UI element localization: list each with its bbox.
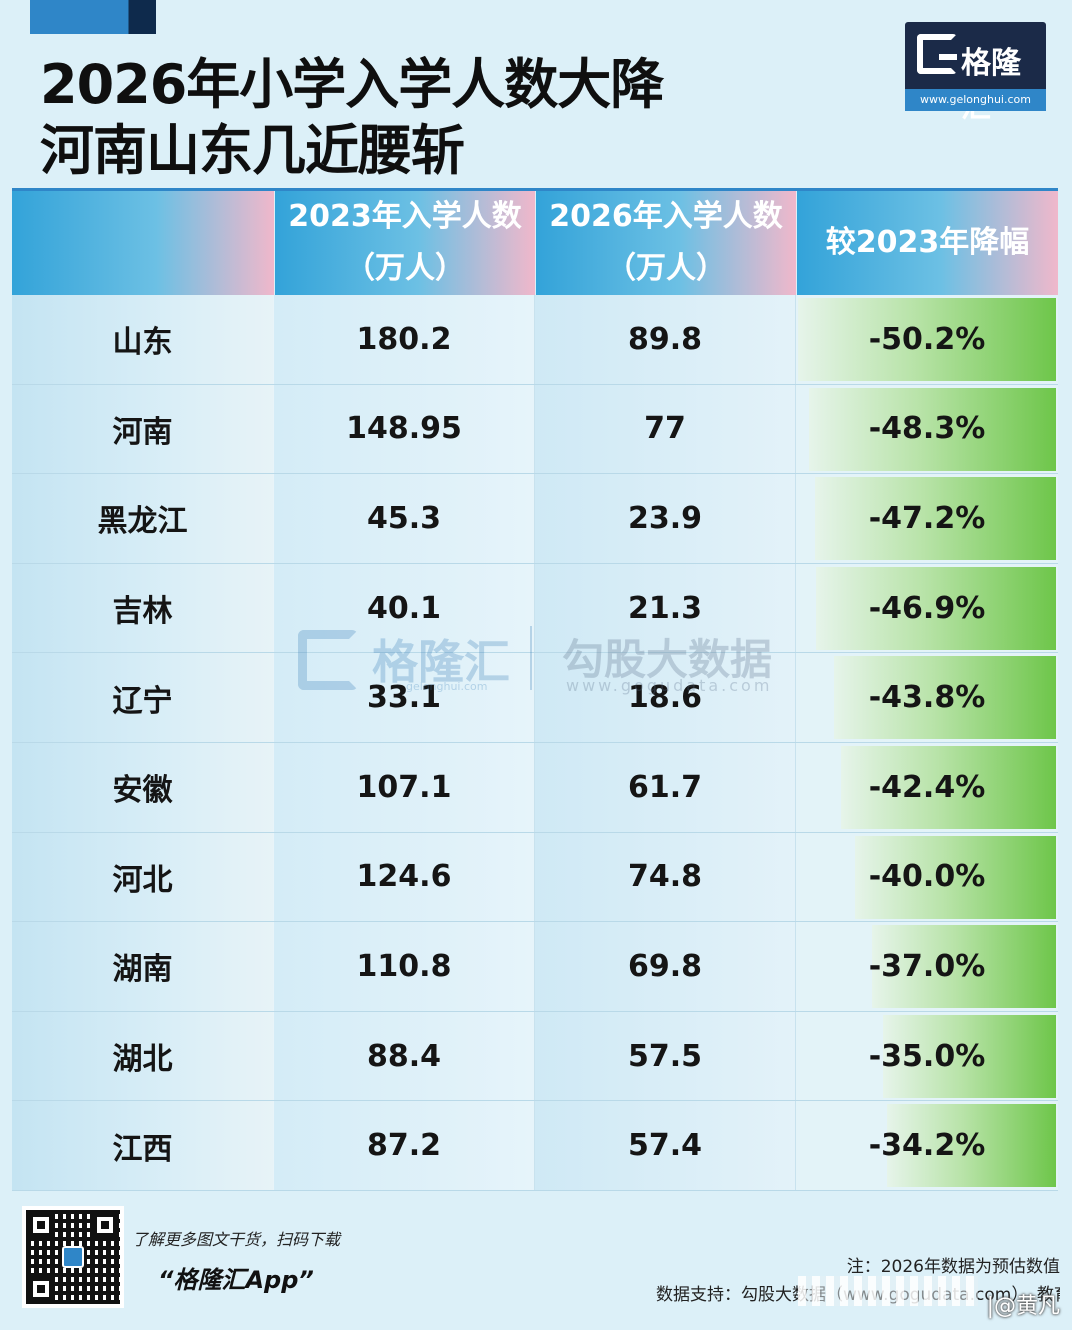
cell-province: 湖南 bbox=[12, 922, 274, 1011]
source-obscured-overlay bbox=[798, 1276, 978, 1306]
cell-2026: 77 bbox=[535, 384, 796, 474]
table-row: 湖北 88.4 57.5 -35.0% bbox=[12, 1011, 1058, 1102]
decline-bar bbox=[816, 566, 1056, 650]
decline-bar bbox=[887, 1104, 1056, 1188]
cell-2026: 61.7 bbox=[535, 743, 796, 832]
gelonghui-logo: 格隆汇 www.gelonghui.com bbox=[905, 22, 1046, 125]
decline-bar bbox=[814, 477, 1056, 561]
table-row: 河北 124.6 74.8 -40.0% bbox=[12, 832, 1058, 923]
page-title: 2026年小学入学人数大降 河南山东几近腰斩 bbox=[40, 52, 664, 184]
footer-promo: 了解更多图文干货，扫码下载 bbox=[132, 1230, 341, 1249]
cell-decline: -34.2% bbox=[796, 1101, 1058, 1190]
cell-2023: 107.1 bbox=[274, 743, 535, 832]
cell-decline: -47.2% bbox=[796, 474, 1058, 563]
cell-decline: -43.8% bbox=[796, 653, 1058, 742]
cell-2026: 23.9 bbox=[535, 474, 796, 563]
qr-code-icon bbox=[22, 1206, 124, 1308]
cell-decline: -46.9% bbox=[796, 563, 1058, 653]
decline-label: -34.2% bbox=[868, 1128, 986, 1164]
cell-2023: 40.1 bbox=[274, 563, 535, 653]
cell-2023: 148.95 bbox=[274, 384, 535, 474]
decline-label: -46.9% bbox=[868, 590, 986, 626]
cell-2026: 57.4 bbox=[535, 1101, 796, 1190]
logo-text: 格隆汇 bbox=[961, 46, 1021, 125]
decline-label: -50.2% bbox=[868, 321, 986, 357]
decline-label: -40.0% bbox=[868, 859, 986, 895]
cell-2026: 21.3 bbox=[535, 563, 796, 653]
cell-province: 吉林 bbox=[12, 563, 274, 653]
cell-2023: 33.1 bbox=[274, 653, 535, 742]
decline-label: -43.8% bbox=[868, 680, 986, 716]
decline-bar bbox=[854, 835, 1056, 919]
qr-g-logo-icon bbox=[62, 1246, 84, 1268]
decline-bar bbox=[808, 387, 1056, 471]
decline-label: -42.4% bbox=[868, 769, 986, 805]
cell-2026: 74.8 bbox=[535, 832, 796, 922]
cell-2026: 89.8 bbox=[535, 295, 796, 384]
decline-label: -47.2% bbox=[868, 500, 986, 536]
table-row: 江西 87.2 57.4 -34.2% bbox=[12, 1101, 1058, 1191]
decline-label: -48.3% bbox=[868, 411, 986, 447]
cell-decline: -48.3% bbox=[796, 384, 1058, 474]
g-logo-icon bbox=[917, 34, 957, 74]
footer-note: 注：2026年数据为预估数值 bbox=[846, 1257, 1060, 1277]
cell-decline: -37.0% bbox=[796, 922, 1058, 1011]
header-cell-province bbox=[12, 191, 274, 295]
cell-province: 辽宁 bbox=[12, 653, 274, 742]
title-line-2: 河南山东几近腰斩 bbox=[40, 119, 465, 182]
table-row: 辽宁 33.1 18.6 -43.8% bbox=[12, 653, 1058, 743]
cell-decline: -50.2% bbox=[796, 295, 1058, 384]
header-2026-line2: （万人） bbox=[606, 251, 726, 286]
cell-province: 黑龙江 bbox=[12, 474, 274, 563]
cell-decline: -40.0% bbox=[796, 832, 1058, 922]
cell-province: 河南 bbox=[12, 384, 274, 474]
cell-2023: 110.8 bbox=[274, 922, 535, 1011]
logo-url: www.gelonghui.com bbox=[905, 89, 1046, 111]
footer-app-name: “格隆汇App” bbox=[158, 1266, 314, 1294]
title-line-1: 2026年小学入学人数大降 bbox=[40, 53, 664, 116]
table-row: 安徽 107.1 61.7 -42.4% bbox=[12, 743, 1058, 833]
cell-province: 河北 bbox=[12, 832, 274, 922]
table-row: 黑龙江 45.3 23.9 -47.2% bbox=[12, 474, 1058, 564]
header-cell-2026: 2026年入学人数 （万人） bbox=[536, 191, 796, 295]
cell-decline: -35.0% bbox=[796, 1011, 1058, 1101]
cell-2023: 88.4 bbox=[274, 1011, 535, 1101]
footer-credit: |@黄凡 bbox=[986, 1294, 1060, 1319]
table-row: 吉林 40.1 21.3 -46.9% bbox=[12, 563, 1058, 654]
header-cell-decline: 较2023年降幅 bbox=[797, 191, 1058, 295]
table-row: 山东 180.2 89.8 -50.2% bbox=[12, 295, 1058, 385]
decline-label: -37.0% bbox=[868, 948, 986, 984]
decline-bar bbox=[882, 1014, 1056, 1098]
header-2023-line1: 2023年入学人数 bbox=[288, 199, 522, 234]
top-accent-tab bbox=[30, 0, 156, 34]
data-table: 2023年入学人数 （万人） 2026年入学人数 （万人） 较2023年降幅 山… bbox=[12, 188, 1058, 1192]
qr-finder-icon bbox=[28, 1276, 54, 1302]
decline-bar bbox=[833, 656, 1056, 740]
cell-decline: -42.4% bbox=[796, 743, 1058, 832]
cell-province: 湖北 bbox=[12, 1011, 274, 1101]
table-row: 湖南 110.8 69.8 -37.0% bbox=[12, 922, 1058, 1012]
table-row: 河南 148.95 77 -48.3% bbox=[12, 384, 1058, 475]
decline-bar bbox=[871, 925, 1056, 1009]
cell-province: 山东 bbox=[12, 295, 274, 384]
cell-2023: 45.3 bbox=[274, 474, 535, 563]
cell-2026: 57.5 bbox=[535, 1011, 796, 1101]
decline-bar bbox=[798, 298, 1056, 381]
header-2026-line1: 2026年入学人数 bbox=[549, 199, 783, 234]
header-2023-line2: （万人） bbox=[345, 251, 465, 286]
qr-finder-icon bbox=[28, 1212, 54, 1238]
cell-2026: 69.8 bbox=[535, 922, 796, 1011]
header-cell-2023: 2023年入学人数 （万人） bbox=[275, 191, 535, 295]
qr-finder-icon bbox=[92, 1212, 118, 1238]
header-decline-label: 较2023年降幅 bbox=[825, 225, 1030, 260]
cell-province: 江西 bbox=[12, 1101, 274, 1190]
cell-2026: 18.6 bbox=[535, 653, 796, 742]
cell-province: 安徽 bbox=[12, 743, 274, 832]
decline-bar bbox=[841, 746, 1056, 829]
cell-2023: 180.2 bbox=[274, 295, 535, 384]
cell-2023: 87.2 bbox=[274, 1101, 535, 1190]
cell-2023: 124.6 bbox=[274, 832, 535, 922]
decline-label: -35.0% bbox=[868, 1038, 986, 1074]
